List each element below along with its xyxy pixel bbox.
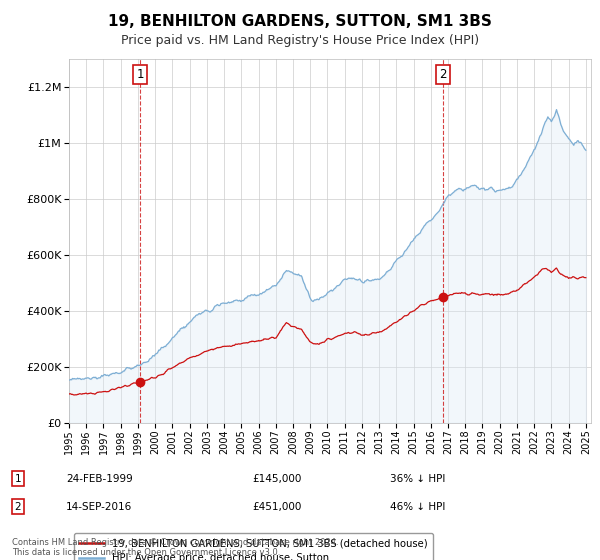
Text: 24-FEB-1999: 24-FEB-1999 <box>66 474 133 484</box>
Text: 1: 1 <box>136 68 144 81</box>
Text: 36% ↓ HPI: 36% ↓ HPI <box>390 474 445 484</box>
Text: 46% ↓ HPI: 46% ↓ HPI <box>390 502 445 512</box>
Text: 14-SEP-2016: 14-SEP-2016 <box>66 502 132 512</box>
Text: £451,000: £451,000 <box>252 502 301 512</box>
Text: 2: 2 <box>14 502 22 512</box>
Text: 1: 1 <box>14 474 22 484</box>
Legend: 19, BENHILTON GARDENS, SUTTON, SM1 3BS (detached house), HPI: Average price, det: 19, BENHILTON GARDENS, SUTTON, SM1 3BS (… <box>74 533 433 560</box>
Text: Price paid vs. HM Land Registry's House Price Index (HPI): Price paid vs. HM Land Registry's House … <box>121 34 479 46</box>
Text: 2: 2 <box>439 68 447 81</box>
Text: Contains HM Land Registry data © Crown copyright and database right 2024.
This d: Contains HM Land Registry data © Crown c… <box>12 538 338 557</box>
Text: £145,000: £145,000 <box>252 474 301 484</box>
Text: 19, BENHILTON GARDENS, SUTTON, SM1 3BS: 19, BENHILTON GARDENS, SUTTON, SM1 3BS <box>108 14 492 29</box>
